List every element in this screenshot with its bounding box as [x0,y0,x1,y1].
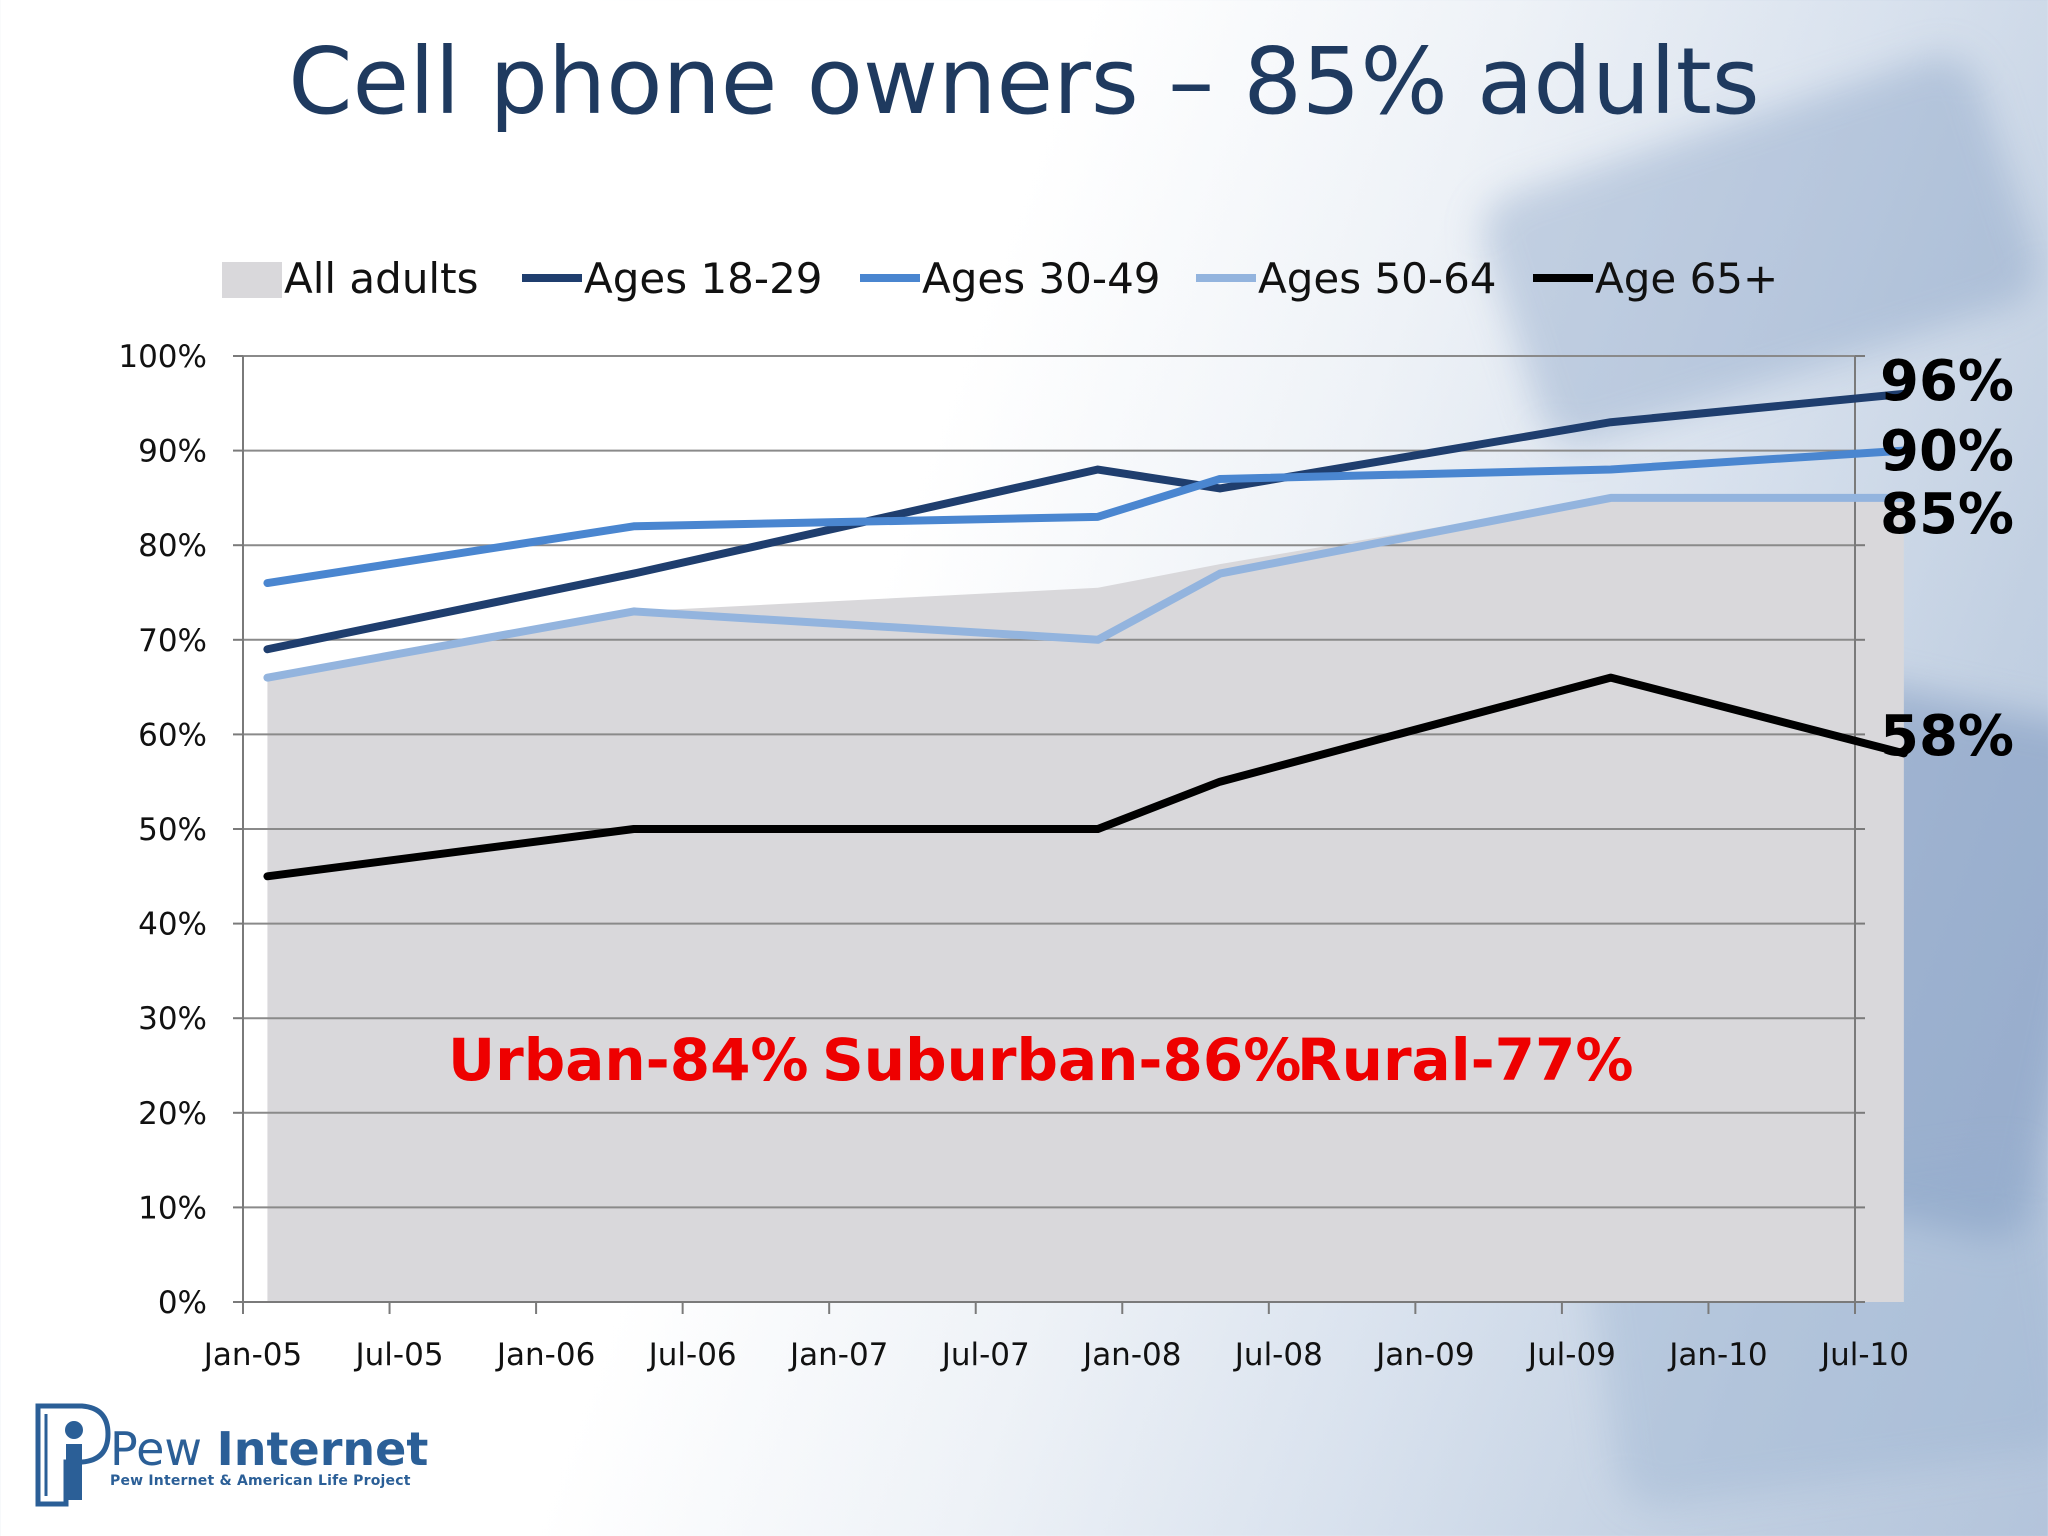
logo-text: Pew Internet Pew Internet & American Lif… [110,1425,428,1489]
x-tick-label: Jan-06 [495,1337,595,1373]
region-annotation: Urban-84% [448,1026,809,1094]
x-tick-label: Jul-09 [1526,1337,1616,1373]
x-tick-label: Jul-05 [354,1337,444,1373]
series-line-ages-50-64 [263,493,1908,682]
y-tick-label: 70% [138,623,207,659]
legend-label: All adults [284,254,478,303]
y-tick-label: 80% [138,528,207,564]
series-area-all-adults [267,497,1904,1302]
slide-title: Cell phone owners – 85% adults [288,28,1760,135]
logo-name-regular: Pew [110,1422,203,1476]
x-tick-label: Jul-10 [1819,1337,1909,1373]
area-layer [267,497,1904,1302]
y-tick-label: 10% [138,1190,207,1226]
y-tick-label: 40% [138,907,207,943]
legend-label: Ages 30-49 [922,254,1161,303]
logo-name: Pew Internet [110,1425,428,1473]
legend-label: Age 65+ [1595,254,1778,303]
logo-subtitle: Pew Internet & American Life Project [110,1473,411,1489]
end-label: 96% [1880,349,2014,414]
x-tick-label: Jan-07 [788,1337,888,1373]
x-tick-label: Jan-08 [1081,1337,1181,1373]
legend: All adults Ages 18-29 Ages 30-49 Ages 50-64… [222,254,1778,303]
y-tick-label: 90% [138,434,207,470]
series-line-ages-30-49 [263,446,1908,588]
y-tick-label: 30% [138,1001,207,1037]
logo-name-bold: Internet [216,1422,429,1476]
region-annotation: Rural-77% [1297,1026,1633,1094]
x-tick-label: Jan-10 [1667,1337,1767,1373]
x-tick-label: Jan-05 [202,1337,302,1373]
end-label: 58% [1880,704,2014,769]
end-labels: 96%90%85% 58% [1880,349,2014,769]
series-line-age-65- [263,673,1908,881]
x-tick-label: Jul-08 [1233,1337,1323,1373]
legend-label: Ages 50-64 [1258,254,1497,303]
y-tick-label: 60% [138,717,207,753]
end-label: 90% [1880,419,2014,484]
y-tick-label: 0% [158,1285,207,1321]
line-layer [263,389,1908,881]
region-annotation: Suburban-86% [822,1026,1301,1094]
legend-swatch-area [222,262,282,298]
y-tick-label: 50% [138,812,207,848]
y-tick-label: 100% [118,339,207,375]
axis-layer: 0% 10% 20% 30% 40% 50% 60% 70% 80% 90% 100% Jan-05 J… [118,339,1909,1373]
end-label: 85% [1880,482,2014,547]
x-tick-label: Jul-07 [940,1337,1030,1373]
x-tick-label: Jan-09 [1374,1337,1474,1373]
series-line-ages-18-29 [263,389,1908,654]
pew-logo-icon [35,1403,111,1507]
annotations: Urban-84% Suburban-86%Rural-77% [448,1026,1633,1094]
legend-label: Ages 18-29 [584,254,823,303]
y-tick-label: 20% [138,1096,207,1132]
x-tick-label: Jul-06 [647,1337,737,1373]
